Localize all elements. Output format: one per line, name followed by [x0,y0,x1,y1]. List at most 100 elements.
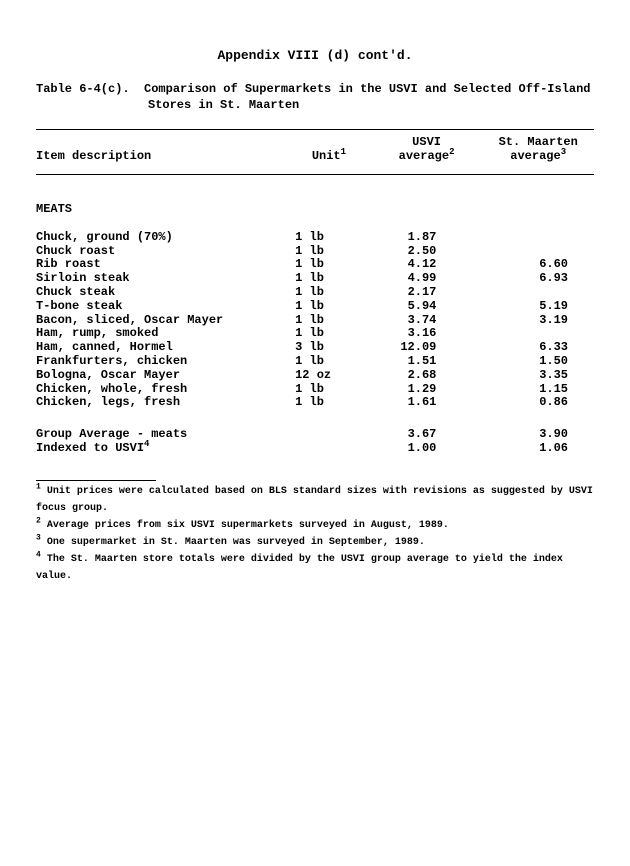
section-row: MEATS [36,175,594,231]
table-row: Bologna, Oscar Mayer12 oz2.683.35 [36,369,594,383]
cell-usvi: 4.99 [371,272,483,286]
cell-stm [482,245,594,259]
table-row: Ham, rump, smoked1 lb3.16 [36,327,594,341]
section-label: MEATS [36,175,594,231]
header-unit: Unit1 [287,130,371,174]
cell-item: Chuck roast [36,245,287,259]
price-table: Item description Unit1 USVI average2 St.… [36,130,594,455]
cell-item: Chuck, ground (70%) [36,231,287,245]
group-usvi: 3.67 [371,410,483,442]
cell-stm [482,231,594,245]
cell-item: Frankfurters, chicken [36,355,287,369]
footnote: 1 Unit prices were calculated based on B… [36,483,594,517]
cell-stm [482,327,594,341]
cell-unit: 1 lb [287,258,371,272]
cell-stm: 5.19 [482,300,594,314]
cell-usvi: 5.94 [371,300,483,314]
group-unit [287,410,371,442]
cell-unit: 1 lb [287,231,371,245]
caption-line2: Stores in St. Maarten [36,98,299,112]
cell-usvi: 1.61 [371,396,483,410]
cell-item: T-bone steak [36,300,287,314]
cell-stm: 3.35 [482,369,594,383]
cell-unit: 1 lb [287,286,371,300]
cell-unit: 1 lb [287,327,371,341]
cell-stm: 6.93 [482,272,594,286]
cell-item: Bacon, sliced, Oscar Mayer [36,314,287,328]
cell-item: Sirloin steak [36,272,287,286]
header-stm-sup: 3 [561,147,566,157]
table-row: Chuck steak1 lb2.17 [36,286,594,300]
cell-stm: 6.33 [482,341,594,355]
cell-stm: 0.86 [482,396,594,410]
caption-line1: Comparison of Supermarkets in the USVI a… [144,82,590,96]
appendix-title: Appendix VIII (d) cont'd. [36,48,594,63]
cell-stm: 3.19 [482,314,594,328]
cell-usvi: 2.50 [371,245,483,259]
header-usvi-l1: USVI [412,135,441,149]
cell-unit: 3 lb [287,341,371,355]
group-usvi: 1.00 [371,442,483,456]
cell-usvi: 3.74 [371,314,483,328]
table-row: T-bone steak1 lb5.945.19 [36,300,594,314]
cell-stm: 6.60 [482,258,594,272]
cell-item: Bologna, Oscar Mayer [36,369,287,383]
cell-usvi: 2.17 [371,286,483,300]
header-unit-sup: 1 [341,147,346,157]
group-label: Indexed to USVI4 [36,442,287,456]
cell-item: Chicken, whole, fresh [36,383,287,397]
header-row: Item description Unit1 USVI average2 St.… [36,130,594,174]
header-usvi: USVI average2 [371,130,483,174]
cell-item: Ham, canned, Hormel [36,341,287,355]
footnote-rule [36,480,156,481]
cell-item: Ham, rump, smoked [36,327,287,341]
cell-stm: 1.15 [482,383,594,397]
cell-unit: 1 lb [287,355,371,369]
table-row: Chuck roast1 lb2.50 [36,245,594,259]
cell-usvi: 1.29 [371,383,483,397]
footnote: 3 One supermarket in St. Maarten was sur… [36,534,594,551]
header-item-text: Item description [36,149,151,163]
table-row: Ham, canned, Hormel3 lb12.096.33 [36,341,594,355]
footnote: 4 The St. Maarten store totals were divi… [36,551,594,585]
table-row: Rib roast1 lb4.126.60 [36,258,594,272]
group-stm: 3.90 [482,410,594,442]
cell-item: Rib roast [36,258,287,272]
cell-usvi: 1.51 [371,355,483,369]
footnotes: 1 Unit prices were calculated based on B… [36,480,594,585]
header-item: Item description [36,130,287,174]
cell-stm [482,286,594,300]
table-row: Sirloin steak1 lb4.996.93 [36,272,594,286]
group-row: Indexed to USVI4 1.001.06 [36,442,594,456]
footnote: 2 Average prices from six USVI supermark… [36,517,594,534]
cell-unit: 1 lb [287,245,371,259]
group-unit [287,442,371,456]
cell-unit: 12 oz [287,369,371,383]
table-row: Chicken, legs, fresh1 lb1.610.86 [36,396,594,410]
header-usvi-sup: 2 [449,147,454,157]
table-caption: Table 6-4(c). Comparison of Supermarkets… [36,81,594,113]
table-row: Frankfurters, chicken1 lb1.511.50 [36,355,594,369]
cell-usvi: 4.12 [371,258,483,272]
cell-stm: 1.50 [482,355,594,369]
table-label: Table 6-4(c). [36,82,130,96]
cell-unit: 1 lb [287,396,371,410]
table-row: Chicken, whole, fresh1 lb1.291.15 [36,383,594,397]
cell-unit: 1 lb [287,314,371,328]
cell-unit: 1 lb [287,300,371,314]
table-row: Chuck, ground (70%)1 lb1.87 [36,231,594,245]
cell-item: Chicken, legs, fresh [36,396,287,410]
cell-unit: 1 lb [287,383,371,397]
header-stm-l2: average [510,149,560,163]
cell-item: Chuck steak [36,286,287,300]
group-row: Group Average - meats 3.673.90 [36,410,594,442]
cell-unit: 1 lb [287,272,371,286]
header-stm: St. Maarten average3 [482,130,594,174]
header-unit-text: Unit [312,149,341,163]
group-label: Group Average - meats [36,410,287,442]
group-stm: 1.06 [482,442,594,456]
cell-usvi: 12.09 [371,341,483,355]
header-usvi-l2: average [399,149,449,163]
cell-usvi: 1.87 [371,231,483,245]
cell-usvi: 3.16 [371,327,483,341]
